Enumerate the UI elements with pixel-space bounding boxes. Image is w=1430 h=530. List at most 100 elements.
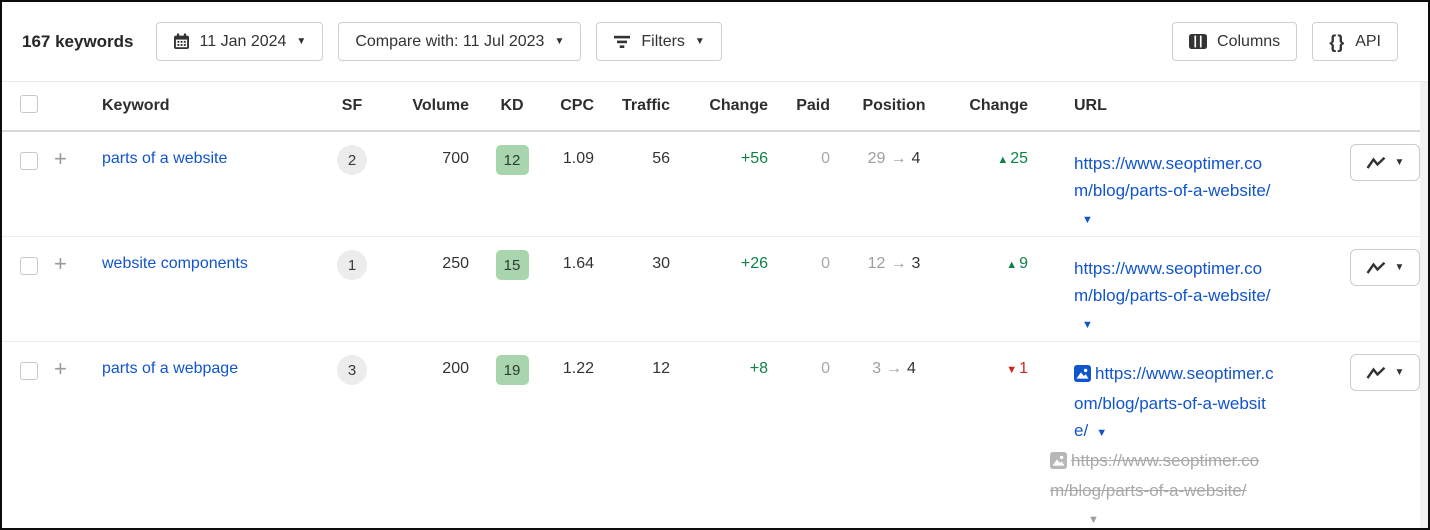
calendar-icon [173,33,190,50]
position-change-value: 1 [1019,360,1028,377]
url-dropdown-icon[interactable]: ▼ [1082,319,1093,331]
table-row: + parts of a webpage 3 200 19 1.22 12 +8… [2,342,1428,528]
position-cell: 29 → 4 [846,132,962,236]
table-row: + parts of a website 2 700 12 1.09 56 +5… [2,132,1428,237]
cpc-value: 1.22 [562,360,594,377]
position-from: 12 [867,255,886,272]
url-link[interactable]: https://www.seoptimer.com/blog/parts-of-… [1074,259,1271,305]
position-from: 29 [867,150,886,167]
header-volume[interactable]: Volume [412,97,469,114]
header-position-change[interactable]: Change [969,97,1028,114]
url-dropdown-icon[interactable]: ▼ [1088,514,1099,526]
table-row: + website components 1 250 15 1.64 30 +2… [2,237,1428,342]
columns-icon [1189,34,1208,49]
table-header: Keyword SF Volume KD CPC Traffic Change … [2,82,1428,132]
position-change-cell: ▲ 25 [962,132,1058,236]
braces-icon: {} [1329,31,1346,52]
api-button[interactable]: {} API [1312,22,1398,61]
volume-value: 200 [442,360,469,377]
position-cell: 12 → 3 [846,237,962,341]
paid-value: 0 [821,360,830,377]
compare-with-button[interactable]: Compare with: 11 Jul 2023 ▼ [338,22,582,61]
position-change-value: 9 [1019,255,1028,272]
traffic-value: 56 [652,150,670,167]
filter-icon [613,35,631,49]
image-thumbnail-icon [1050,450,1067,477]
header-url[interactable]: URL [1074,97,1107,114]
position-to: 4 [907,360,916,377]
url-cell: https://www.seoptimer.com/blog/parts-of-… [1058,132,1332,236]
serp-features-badge[interactable]: 2 [337,145,367,175]
chevron-down-icon: ▼ [1394,261,1405,273]
url-dropdown-icon[interactable]: ▼ [1082,214,1093,226]
api-label: API [1355,32,1381,50]
header-traffic-change[interactable]: Change [709,97,768,114]
row-checkbox[interactable] [20,257,38,275]
cpc-value: 1.09 [562,150,594,167]
chevron-down-icon: ▼ [1394,156,1405,168]
header-keyword[interactable]: Keyword [102,97,170,114]
traffic-value: 12 [652,360,670,377]
triangle-up-icon: ▲ [1006,259,1018,271]
toolbar: 167 keywords 11 Jan 2024 ▼ Compare with:… [2,2,1428,82]
sparkline-icon [1366,366,1386,380]
keywords-count: 167 keywords [22,31,134,51]
volume-value: 700 [442,150,469,167]
previous-url-text: https://www.seoptimer.com/blog/parts-of-… [1050,451,1260,500]
triangle-up-icon: ▲ [997,154,1009,166]
add-keyword-icon[interactable]: + [54,146,67,171]
url-link[interactable]: https://www.seoptimer.com/blog/parts-of-… [1074,364,1274,440]
position-history-chart-button[interactable]: ▼ [1350,144,1420,181]
keyword-link[interactable]: website components [102,255,248,272]
position-change-cell: ▼ 1 [962,342,1058,528]
toolbar-right: Columns {} API [1172,22,1398,61]
compare-with-label: Compare with: 11 Jul 2023 [355,32,545,50]
filters-button[interactable]: Filters ▼ [596,22,722,61]
row-checkbox[interactable] [20,362,38,380]
position-to: 4 [911,150,921,167]
header-sf[interactable]: SF [341,97,363,114]
paid-value: 0 [821,150,830,167]
arrow-right-icon: → [886,360,902,377]
date-picker-button[interactable]: 11 Jan 2024 ▼ [155,22,324,61]
row-checkbox[interactable] [20,152,38,170]
sparkline-icon [1366,261,1386,275]
volume-value: 250 [442,255,469,272]
triangle-down-icon: ▼ [1006,364,1018,376]
header-kd[interactable]: KD [500,97,524,114]
position-to: 3 [911,255,921,272]
position-from: 3 [872,360,881,377]
select-all-checkbox[interactable] [20,94,38,113]
chevron-down-icon: ▼ [1394,366,1405,378]
add-keyword-icon[interactable]: + [54,356,67,381]
url-dropdown-icon[interactable]: ▼ [1096,427,1108,439]
header-position[interactable]: Position [862,97,926,114]
position-change-cell: ▲ 9 [962,237,1058,341]
serp-features-badge[interactable]: 1 [337,250,367,280]
url-link[interactable]: https://www.seoptimer.com/blog/parts-of-… [1074,154,1271,200]
paid-value: 0 [821,255,830,272]
sparkline-icon [1366,156,1386,170]
header-traffic[interactable]: Traffic [621,97,670,114]
kd-badge: 12 [495,145,529,175]
traffic-change-value: +8 [749,360,768,377]
vertical-scrollbar[interactable] [1420,82,1428,528]
chevron-down-icon: ▼ [694,35,705,47]
arrow-right-icon: → [890,255,907,272]
header-paid[interactable]: Paid [796,97,830,114]
position-history-chart-button[interactable]: ▼ [1350,354,1420,391]
columns-label: Columns [1217,32,1281,50]
position-history-chart-button[interactable]: ▼ [1350,249,1420,286]
add-keyword-icon[interactable]: + [54,251,67,276]
filters-label: Filters [641,32,685,50]
previous-url: https://www.seoptimer.com/blog/parts-of-… [1050,447,1276,528]
url-cell: https://www.seoptimer.com/blog/parts-of-… [1050,342,1332,528]
arrow-right-icon: → [890,150,907,167]
serp-features-badge[interactable]: 3 [337,355,367,385]
header-cpc[interactable]: CPC [560,97,594,114]
keyword-link[interactable]: parts of a website [102,150,228,167]
columns-button[interactable]: Columns [1172,22,1298,61]
kd-badge: 19 [495,355,529,385]
keyword-link[interactable]: parts of a webpage [102,360,239,377]
